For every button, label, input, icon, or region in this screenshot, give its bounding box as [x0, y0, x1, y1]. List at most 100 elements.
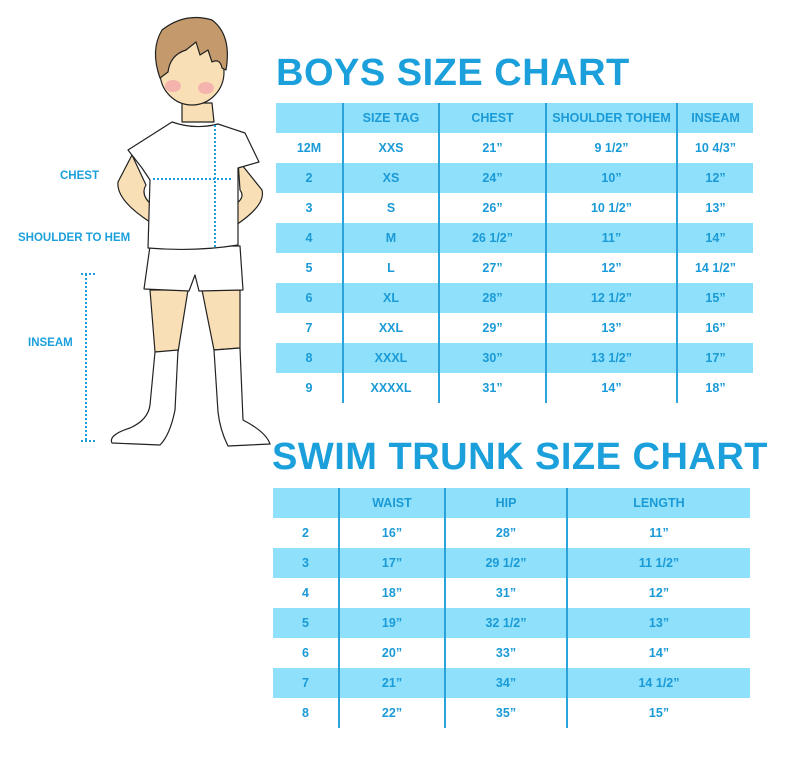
table-cell: 3 [273, 548, 339, 578]
table-cell: 14 1/2” [676, 253, 753, 283]
table-cell: 28” [444, 518, 567, 548]
table-cell: 31” [444, 578, 567, 608]
table-row: 4 M 26 1/2” 11” 14” [276, 223, 753, 253]
column-header: SHOULDER TOHEM [545, 103, 677, 133]
table-cell: 14” [545, 373, 677, 403]
table-cell: XS [342, 163, 439, 193]
table-cell: 7 [273, 668, 339, 698]
table-cell: 22” [338, 698, 445, 728]
table-cell: 3 [305, 201, 313, 215]
table-cell: XXL [342, 313, 439, 343]
table-cell: 4 [302, 586, 309, 600]
column-header: HIP [444, 488, 567, 518]
table-row: 9 XXXXL 31” 14” 18” [276, 373, 753, 403]
header-row: WAIST HIP LENGTH [273, 488, 750, 518]
table-cell: XXXL [342, 343, 439, 373]
table-row: 6 XL 28” 12 1/2” 15” [276, 283, 753, 313]
table-cell: 11 1/2” [566, 548, 750, 578]
table-row: 8 XXXL 30” 13 1/2” 17” [276, 343, 753, 373]
table-cell: 27” [438, 253, 546, 283]
boys-size-chart-title: BOYS SIZE CHART [276, 52, 630, 94]
table-cell: 6 [302, 646, 309, 660]
neck [181, 102, 215, 123]
right-sock [213, 347, 271, 447]
table-cell: 11” [545, 223, 677, 253]
table-cell: 33” [444, 638, 567, 668]
column-header: LENGTH [566, 488, 750, 518]
table-cell: 21” [438, 133, 546, 163]
table-cell: 14” [676, 223, 753, 253]
table-cell: 10 1/2” [545, 193, 677, 223]
inseam-label: INSEAM [28, 337, 73, 349]
column-header: SIZE TAG [342, 103, 439, 133]
header-row: SIZE TAG CHEST SHOULDER TOHEM INSEAM [276, 103, 753, 133]
table-cell: 18” [676, 373, 753, 403]
shoulder-to-hem-label: SHOULDER TO HEM [18, 232, 131, 244]
table-cell: 2 [276, 163, 343, 193]
table-cell: 19” [338, 608, 445, 638]
left-sock [110, 349, 179, 446]
column-header: WAIST [338, 488, 445, 518]
table-row: 3 17” 29 1/2” 11 1/2” [273, 548, 750, 578]
table-cell: 26 1/2” [438, 223, 546, 253]
table-cell: 30” [438, 343, 546, 373]
swim-trunk-size-chart-title: SWIM TRUNK SIZE CHART [272, 436, 769, 478]
table-row: 7 XXL 29” 13” 16” [276, 313, 753, 343]
table-cell: 8 [276, 343, 343, 373]
table-cell: 26” [438, 193, 546, 223]
table-cell: S [342, 193, 439, 223]
table-cell: 12” [566, 578, 750, 608]
table-cell: 12M [296, 141, 322, 155]
table-cell: 34” [444, 668, 567, 698]
table-cell: 10 4/3” [676, 133, 753, 163]
table-cell: 8 [302, 706, 309, 720]
table-cell: 15” [566, 698, 750, 728]
table-row: 4 18” 31” 12” [273, 578, 750, 608]
hair [154, 17, 228, 79]
table-row: 7 21” 34” 14 1/2” [273, 668, 750, 698]
shorts [143, 245, 244, 292]
swim-trunk-size-table: WAIST HIP LENGTH 2 16” 28” 11” 3 17” 29 1/2” 11 1/… [273, 488, 750, 728]
t-shirt [127, 121, 260, 251]
table-cell: 13” [676, 193, 753, 223]
table-cell: XXS [342, 133, 439, 163]
table-cell: 12” [545, 253, 677, 283]
table-cell: L [342, 253, 439, 283]
table-cell: 11” [566, 518, 750, 548]
table-cell: 4 [276, 223, 343, 253]
table-cell: 5 [305, 261, 313, 275]
table-row: 5 L 27” 12” 14 1/2” [276, 253, 753, 283]
table-cell: 29 1/2” [444, 548, 567, 578]
boy-figure-illustration [81, 17, 271, 447]
table-row: 2 XS 24” 10” 12” [276, 163, 753, 193]
table-cell: 7 [305, 321, 313, 335]
table-cell: 35” [444, 698, 567, 728]
table-cell: 18” [338, 578, 445, 608]
table-cell: 5 [273, 608, 339, 638]
table-cell: 10” [545, 163, 677, 193]
column-header [276, 103, 343, 133]
table-cell: 14 1/2” [566, 668, 750, 698]
right-cheek [198, 82, 214, 94]
table-cell: 29” [438, 313, 546, 343]
table-cell: 2 [302, 526, 309, 540]
table-cell: 16” [338, 518, 445, 548]
table-cell: 13 1/2” [545, 343, 677, 373]
table-row: 8 22” 35” 15” [273, 698, 750, 728]
table-cell: 9 1/2” [545, 133, 677, 163]
table-cell: 32 1/2” [444, 608, 567, 638]
table-cell: 13” [545, 313, 677, 343]
table-cell: 20” [338, 638, 445, 668]
table-cell: 15” [676, 283, 753, 313]
left-cheek [165, 80, 181, 92]
table-row: 3 S 26” 10 1/2” 13” [276, 193, 753, 223]
table-cell: 31” [438, 373, 546, 403]
table-row: 5 19” 32 1/2” 13” [273, 608, 750, 638]
column-header: CHEST [438, 103, 546, 133]
table-cell: 17” [338, 548, 445, 578]
table-cell: 12 1/2” [545, 283, 677, 313]
chest-label: CHEST [60, 170, 99, 182]
table-cell: 21” [338, 668, 445, 698]
table-cell: 12” [676, 163, 753, 193]
table-cell: 16” [676, 313, 753, 343]
